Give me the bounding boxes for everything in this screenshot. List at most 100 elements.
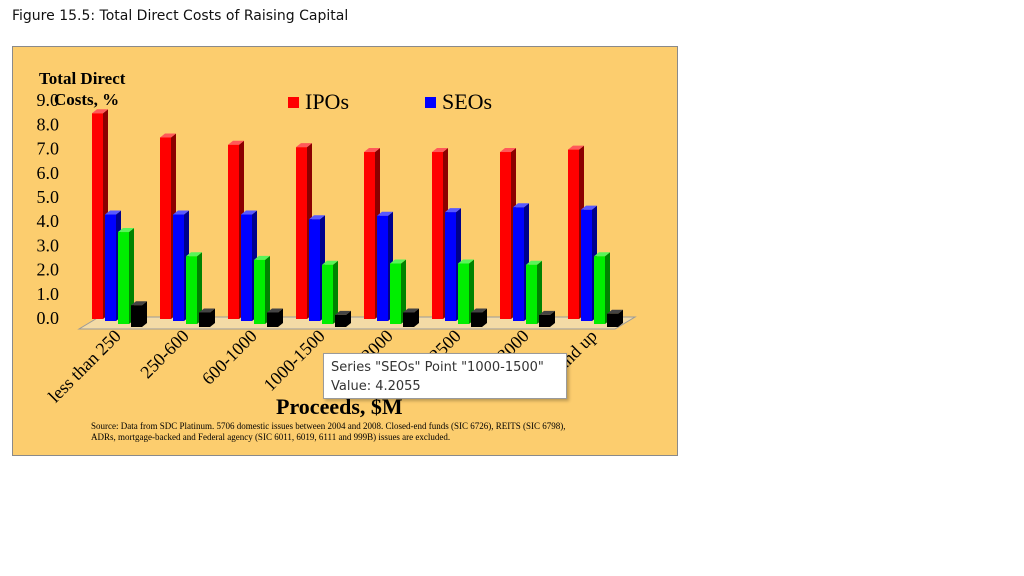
bar-series-4-3-side — [278, 308, 283, 327]
bar-series-4-2-top — [199, 308, 215, 313]
bar-series-3-4[interactable] — [322, 260, 338, 324]
legend-item-seos[interactable]: SEOs — [425, 89, 492, 115]
y-tick-label: 5.0 — [37, 187, 60, 207]
bar-series-4-4[interactable] — [335, 310, 351, 327]
bar-seos-5-top — [377, 211, 393, 216]
bar-series-3-1[interactable] — [118, 228, 134, 324]
y-tick-label: 6.0 — [37, 163, 60, 183]
bar-series-4-7-side — [550, 310, 555, 327]
y-axis-title-line-2: Costs, % — [54, 90, 120, 109]
tooltip-value: Value: 4.2055 — [331, 379, 421, 394]
chart-floor — [77, 316, 637, 330]
bar-series-4-1-front — [131, 305, 142, 327]
legend-swatch-ipos — [288, 96, 299, 108]
bar-series-3-2[interactable] — [186, 252, 202, 324]
bar-series-3-3-side — [265, 255, 270, 324]
bar-series-4-1-side — [142, 301, 147, 327]
legend-label-seos: SEOs — [442, 89, 493, 114]
bar-series-3-2-top — [186, 252, 202, 257]
bar-seos-6-top — [445, 208, 461, 213]
bar-series-4-5-side — [414, 308, 419, 327]
bar-seos-2-front — [173, 214, 184, 321]
bar-series-4-6[interactable] — [471, 308, 487, 327]
bar-series-4-6-side — [482, 308, 487, 327]
bar-series-4-2[interactable] — [199, 308, 215, 327]
bar-series-4-6-top — [471, 308, 487, 313]
bar-series-3-6-top — [458, 259, 474, 264]
bar-series-3-4-side — [333, 260, 338, 324]
bar-series-3-8-side — [605, 252, 610, 324]
bar-ipos-3-top — [228, 140, 244, 145]
bar-series-4-5[interactable] — [403, 308, 419, 327]
bar-ipos-6-top — [432, 148, 448, 153]
bar-ipos-8-top — [568, 145, 584, 150]
bar-seos-3-top — [241, 210, 257, 215]
bar-series-4-3[interactable] — [267, 308, 283, 327]
bar-series-4-5-top — [403, 308, 419, 313]
bar-series-4-2-front — [199, 312, 210, 327]
bar-series-3-3-front — [254, 259, 265, 324]
y-tick-label: 9.0 — [37, 90, 60, 110]
bar-series-3-5[interactable] — [390, 259, 406, 325]
x-tick-label: less than 250 — [44, 326, 125, 407]
bar-series-4-8[interactable] — [607, 309, 623, 327]
bar-series-3-2-front — [186, 256, 197, 324]
bar-ipos-1-top — [92, 109, 108, 114]
y-tick-label: 0.0 — [37, 308, 60, 328]
bar-ipos-7-top — [500, 148, 516, 153]
bar-series-3-6-front — [458, 263, 469, 324]
y-tick-label: 8.0 — [37, 114, 60, 134]
bar-seos-5-front — [377, 215, 388, 321]
x-tick-label: 1000-1500 — [260, 326, 329, 395]
bar-series-4-1-top — [131, 301, 147, 306]
bar-series-3-5-top — [390, 259, 406, 264]
bar-series-4-2-side — [210, 308, 215, 327]
bar-seos-1-top — [105, 210, 121, 215]
bar-series-4-8-front — [607, 313, 618, 327]
bar-ipos-7-front — [500, 152, 511, 319]
bar-series-3-3-top — [254, 255, 270, 260]
bar-ipos-2-front — [160, 137, 171, 319]
bar-series-3-8-top — [594, 252, 610, 257]
chart-area[interactable]: 0.0 1.0 2.0 3.0 4.0 5.0 6.0 7.0 8.0 9.0 less than … — [12, 46, 678, 456]
bar-series-3-4-top — [322, 260, 338, 265]
y-tick-label: 2.0 — [37, 260, 60, 280]
bar-ipos-2-top — [160, 133, 176, 138]
bar-series-4-1[interactable] — [131, 301, 147, 327]
bar-seos-7-front — [513, 207, 524, 321]
source-note: Source: Data from SDC Platinum. 5706 dom… — [91, 421, 566, 442]
y-tick-label: 3.0 — [37, 235, 60, 255]
chart-plot: 0.0 1.0 2.0 3.0 4.0 5.0 6.0 7.0 8.0 9.0 less than … — [37, 90, 637, 407]
tooltip-series-point: Series "SEOs" Point "1000-1500" — [331, 360, 544, 375]
bar-ipos-4-front — [296, 147, 307, 319]
legend-label-ipos: IPOs — [305, 89, 350, 114]
bar-seos-1-front — [105, 214, 116, 321]
y-tick-label: 4.0 — [37, 211, 60, 231]
bar-series-4-7[interactable] — [539, 310, 555, 327]
legend-item-ipos[interactable]: IPOs — [288, 89, 349, 115]
bar-ipos-4-top — [296, 143, 312, 148]
bar-ipos-5-top — [364, 148, 380, 153]
bar-ipos-5-front — [364, 152, 375, 319]
bar-ipos-3-front — [228, 144, 239, 319]
bar-series-4-4-top — [335, 310, 351, 315]
y-tick-label: 7.0 — [37, 139, 60, 159]
bar-series-3-1-top — [118, 228, 134, 233]
bar-series-4-7-top — [539, 310, 555, 315]
bar-series-4-8-top — [607, 309, 623, 314]
bar-series-3-7[interactable] — [526, 260, 542, 324]
bar-series-3-6[interactable] — [458, 259, 474, 325]
x-tick-label: 250-600 — [136, 326, 193, 383]
bar-seos-4-top — [309, 215, 325, 220]
bar-seos-6-front — [445, 212, 456, 321]
bar-series-4-7-front — [539, 314, 550, 327]
bar-series-3-7-side — [537, 260, 542, 324]
bar-ipos-8-front — [568, 149, 579, 319]
bar-series-3-8[interactable] — [594, 252, 610, 324]
bar-series-4-4-side — [346, 310, 351, 327]
bar-series-3-6-side — [469, 259, 474, 324]
bar-series-4-6-front — [471, 312, 482, 327]
bar-series-3-3[interactable] — [254, 255, 270, 324]
figure-title: Figure 15.5: Total Direct Costs of Raisi… — [12, 8, 349, 24]
y-axis-title-line-1: Total Direct — [39, 69, 126, 88]
